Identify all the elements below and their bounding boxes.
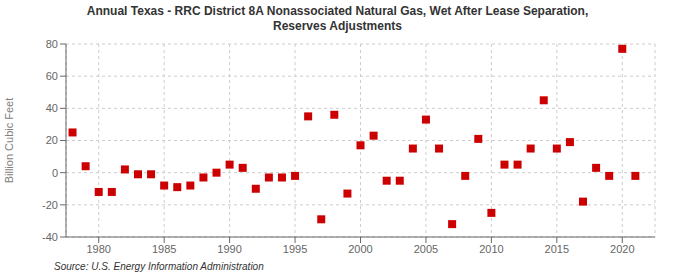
html-text:Annual Texas - RRC District 8A: Annual Texas - RRC District 8A Nonassoci… [86,4,589,18]
svg-text:-20: -20 [42,199,58,211]
svg-text:1990: 1990 [217,243,241,255]
svg-text:2005: 2005 [414,243,438,255]
svg-text:Billion Cubic Feet: Billion Cubic Feet [8,98,15,184]
svg-text:0: 0 [52,167,58,179]
svg-text:60: 60 [46,70,58,82]
svg-text:1980: 1980 [86,243,110,255]
svg-text:2010: 2010 [479,243,503,255]
svg-text:80: 80 [46,38,58,50]
svg-text:40: 40 [46,102,58,114]
html-text:Reserves Adjustments: Reserves Adjustments [273,19,402,33]
svg-text:2015: 2015 [545,243,569,255]
svg-text:2000: 2000 [348,243,372,255]
svg-text:1995: 1995 [283,243,307,255]
svg-text:1985: 1985 [152,243,176,255]
svg-text:-40: -40 [42,231,58,243]
html-text:Source: U.S. Energy Informatio: Source: U.S. Energy Information Administ… [54,261,264,272]
svg-text:20: 20 [46,134,58,146]
svg-text:2020: 2020 [610,243,634,255]
